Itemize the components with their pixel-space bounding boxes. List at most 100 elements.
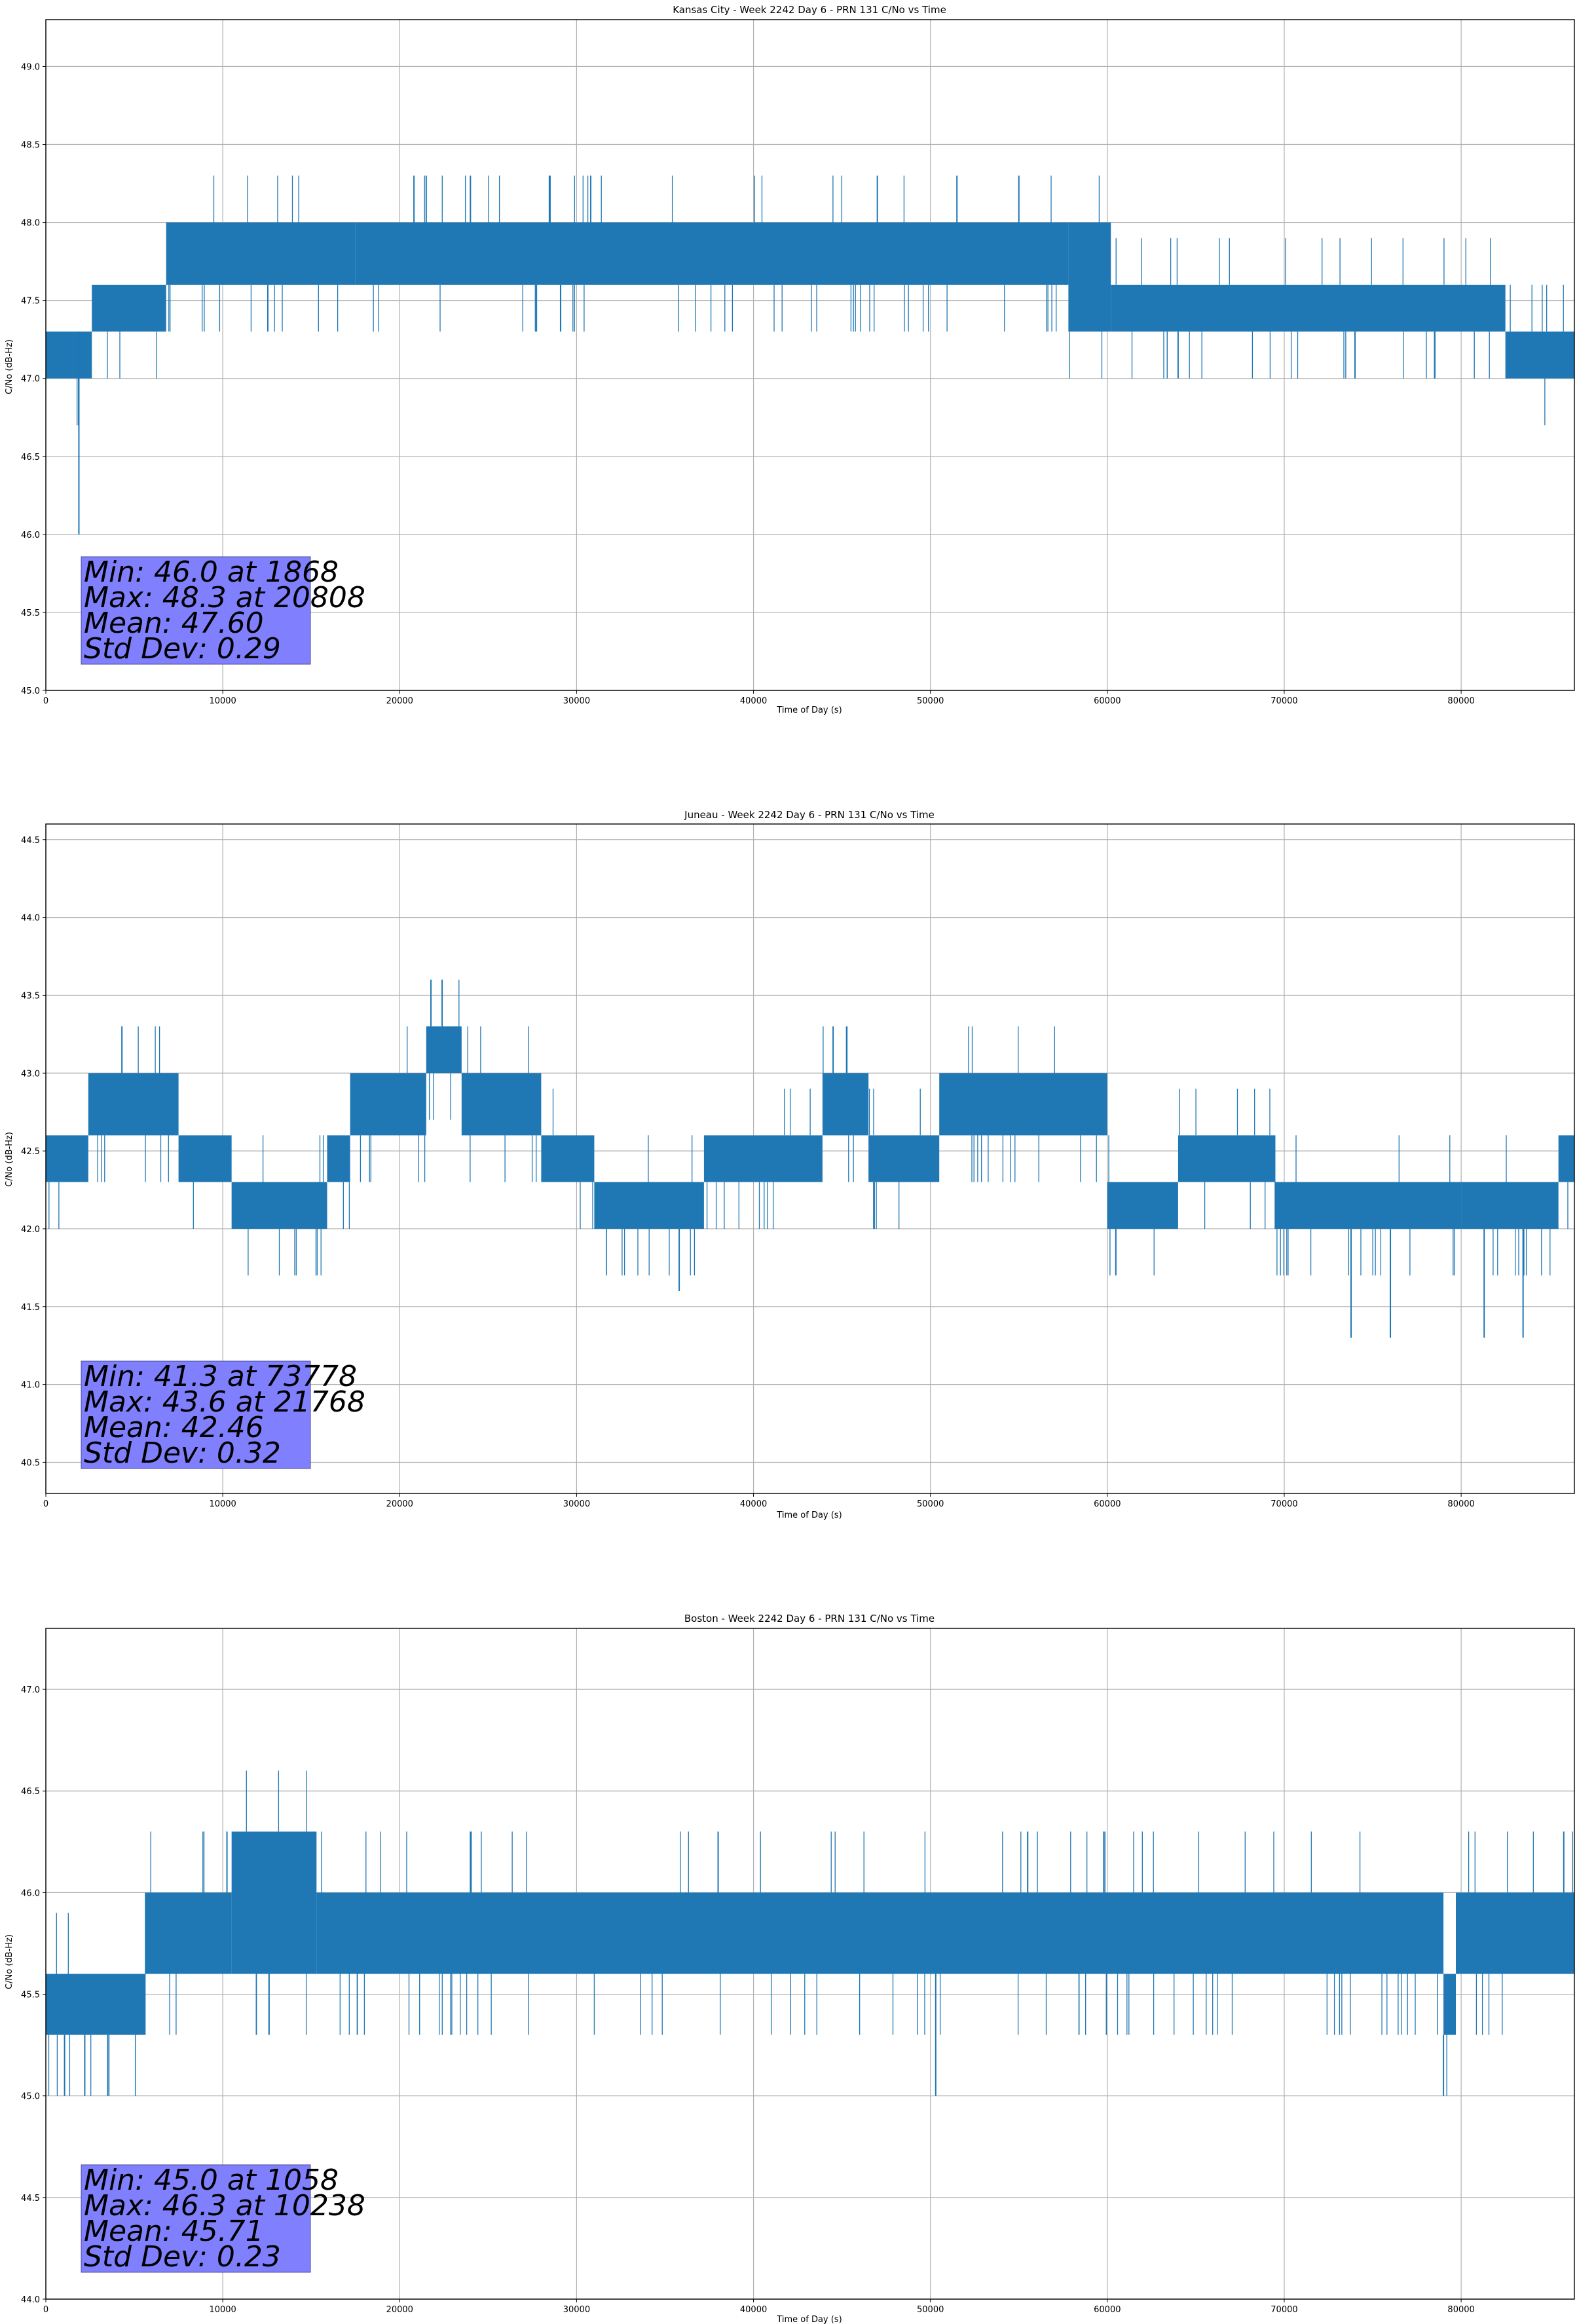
stats-min: Min: 46.0 at 1868 xyxy=(84,555,339,589)
stats-box-background xyxy=(81,556,311,665)
cno-band xyxy=(1111,284,1506,332)
cno-band xyxy=(46,1135,88,1182)
cno-band xyxy=(939,1073,1107,1136)
stats-box: Min: 45.0 at 1058 Max: 46.3 at 10238 Mea… xyxy=(81,2164,365,2274)
x-axis-label: Time of Day (s) xyxy=(776,1510,842,1520)
cno-band xyxy=(355,222,1069,285)
cno-band xyxy=(88,1073,179,1136)
x-tick-label: 30000 xyxy=(563,696,590,706)
cno-band xyxy=(166,222,356,285)
y-tick-label: 46.5 xyxy=(21,453,40,462)
kansas-city-panel: Kansas City - Week 2242 Day 6 - PRN 131 … xyxy=(5,4,1575,715)
plot-frame xyxy=(45,19,1575,691)
cno-band xyxy=(1107,1182,1178,1229)
stats-std-dev: Std Dev: 0.23 xyxy=(84,2240,281,2274)
x-tick-label: 40000 xyxy=(740,2305,767,2315)
cno-band xyxy=(1558,1135,1574,1182)
x-tick-label: 10000 xyxy=(209,2305,236,2315)
cno-series xyxy=(46,1771,1574,2096)
cno-excursions xyxy=(1567,1182,1568,1229)
y-tick-label: 44.0 xyxy=(21,914,40,924)
x-tick-label: 30000 xyxy=(563,2305,590,2315)
y-tick-label: 47.5 xyxy=(21,297,40,307)
x-tick-label: 20000 xyxy=(386,2305,413,2315)
cno-band xyxy=(145,1892,232,1974)
y-tick-label: 46.0 xyxy=(21,531,40,540)
x-tick-label: 40000 xyxy=(740,696,767,706)
cno-excursions xyxy=(48,1182,60,1229)
stats-min: Min: 45.0 at 1058 xyxy=(84,2164,339,2197)
y-tick-label: 44.0 xyxy=(21,2295,40,2305)
cno-series xyxy=(46,979,1574,1338)
x-tick-label: 20000 xyxy=(386,696,413,706)
stats-mean: Mean: 45.71 xyxy=(84,2215,264,2248)
cno-band xyxy=(461,1073,542,1136)
x-tick-label: 70000 xyxy=(1271,2305,1297,2315)
cno-excursions xyxy=(343,1182,350,1229)
cno-band xyxy=(703,1135,823,1182)
stats-min: Min: 41.3 at 73778 xyxy=(84,1360,357,1393)
y-tick-label: 42.5 xyxy=(21,1147,40,1157)
stats-box-background xyxy=(81,1360,311,1469)
chart-title: Kansas City - Week 2242 Day 6 - PRN 131 … xyxy=(673,4,946,16)
axis-ticks: 0 10000 20000 30000 40000 50000 60000 70000 8000… xyxy=(21,62,1475,706)
y-tick-label: 42.0 xyxy=(21,1225,40,1235)
cno-band xyxy=(1068,222,1111,332)
stats-box: Min: 41.3 at 73778 Max: 43.6 at 21768 Me… xyxy=(81,1360,365,1470)
x-tick-label: 70000 xyxy=(1271,696,1297,706)
y-tick-label: 45.0 xyxy=(21,2092,40,2102)
y-tick-label: 47.0 xyxy=(21,375,40,384)
plot-frame xyxy=(45,823,1575,1494)
stats-mean: Mean: 42.46 xyxy=(84,1411,264,1444)
x-tick-label: 10000 xyxy=(209,1499,236,1509)
axis-ticks: 0 10000 20000 30000 40000 50000 60000 70000 8000… xyxy=(21,836,1475,1509)
cno-band xyxy=(541,1135,595,1182)
y-axis-label: C/No (dB-Hz) xyxy=(5,1132,14,1187)
x-tick-label: 50000 xyxy=(917,2305,944,2315)
stats-max: Max: 46.3 at 10238 xyxy=(84,2189,365,2222)
cno-band xyxy=(178,1135,232,1182)
chart-title: Juneau - Week 2242 Day 6 - PRN 131 C/No … xyxy=(684,809,935,821)
cno-band xyxy=(1505,331,1574,379)
y-tick-label: 45.5 xyxy=(21,1991,40,2000)
y-tick-label: 46.0 xyxy=(21,1888,40,1898)
stats-max: Max: 43.6 at 21768 xyxy=(84,1385,365,1419)
y-tick-label: 43.5 xyxy=(21,991,40,1001)
cno-excursions xyxy=(823,1026,854,1182)
x-tick-label: 70000 xyxy=(1271,1499,1297,1509)
cno-band xyxy=(350,1073,426,1136)
stats-max: Max: 48.3 at 20808 xyxy=(84,581,365,614)
cno-band xyxy=(316,1892,1444,1974)
y-tick-label: 45.0 xyxy=(21,686,40,696)
x-axis-label: Time of Day (s) xyxy=(776,2315,842,2324)
cno-band xyxy=(1275,1182,1462,1229)
cno-band xyxy=(426,1026,462,1074)
cno-band xyxy=(594,1182,704,1229)
cno-band xyxy=(92,284,166,332)
y-tick-label: 48.5 xyxy=(21,141,40,151)
y-axis-label: C/No (dB-Hz) xyxy=(5,1934,14,1989)
stats-std-dev: Std Dev: 0.32 xyxy=(84,1436,281,1470)
y-tick-label: 47.0 xyxy=(21,1685,40,1695)
cno-band xyxy=(327,1135,350,1182)
x-tick-label: 80000 xyxy=(1447,1499,1474,1509)
cno-band xyxy=(1443,1974,1456,2035)
x-axis-label: Time of Day (s) xyxy=(776,705,842,715)
y-tick-label: 45.5 xyxy=(21,609,40,618)
y-axis-label: C/No (dB-Hz) xyxy=(5,339,14,394)
chart-title: Boston - Week 2242 Day 6 - PRN 131 C/No … xyxy=(684,1613,935,1624)
cno-band xyxy=(822,1073,869,1136)
cno-band xyxy=(46,331,92,379)
cno-excursions xyxy=(107,331,157,379)
x-tick-label: 10000 xyxy=(209,696,236,706)
x-tick-label: 80000 xyxy=(1447,2305,1474,2315)
cno-excursions xyxy=(193,1182,194,1229)
cno-band xyxy=(1178,1135,1276,1182)
x-tick-label: 0 xyxy=(43,696,48,706)
cno-band xyxy=(46,1974,145,2035)
x-tick-label: 60000 xyxy=(1094,1499,1121,1509)
y-tick-label: 44.5 xyxy=(21,2194,40,2203)
y-tick-label: 43.0 xyxy=(21,1069,40,1079)
y-tick-label: 48.0 xyxy=(21,219,40,229)
